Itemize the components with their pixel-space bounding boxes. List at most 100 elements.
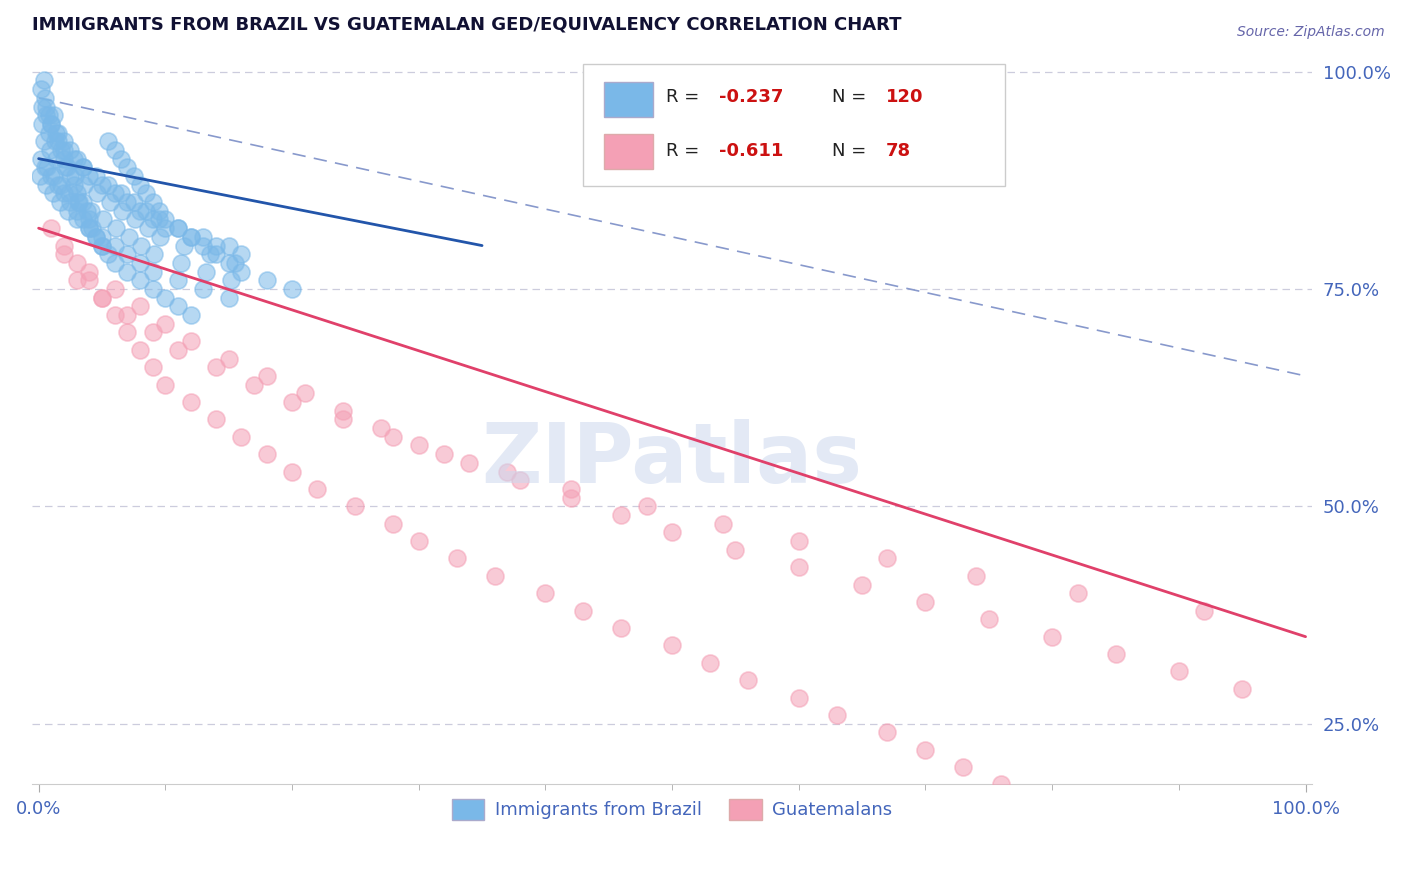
Point <box>281 282 304 296</box>
Text: ZIPatlas: ZIPatlas <box>482 419 863 500</box>
Point <box>66 186 89 201</box>
Point <box>79 265 101 279</box>
Point <box>52 238 75 252</box>
Text: N =: N = <box>832 143 872 161</box>
Point <box>66 203 89 218</box>
Point <box>167 300 190 314</box>
Point <box>129 203 152 218</box>
Point <box>91 291 114 305</box>
FancyBboxPatch shape <box>605 134 652 169</box>
Point <box>142 195 165 210</box>
Point <box>52 143 75 157</box>
Point <box>51 143 73 157</box>
Point <box>711 516 734 531</box>
Point <box>37 161 59 175</box>
Point <box>31 99 53 113</box>
Point <box>91 230 114 244</box>
Point <box>149 230 172 244</box>
Point <box>180 230 202 244</box>
Text: 120: 120 <box>886 88 924 106</box>
Point <box>104 221 127 235</box>
Point <box>218 238 240 252</box>
Point <box>572 604 595 618</box>
Point <box>97 247 120 261</box>
Point <box>129 343 152 357</box>
Point <box>243 377 266 392</box>
Point <box>169 256 191 270</box>
Point <box>41 186 63 201</box>
Point <box>122 195 145 210</box>
Point <box>661 525 683 540</box>
Point <box>560 491 582 505</box>
Point <box>135 186 157 201</box>
Point <box>218 351 240 366</box>
Point <box>66 152 89 166</box>
Point <box>256 368 278 383</box>
Point <box>39 221 62 235</box>
Point <box>851 577 873 591</box>
Point <box>218 256 240 270</box>
Text: -0.611: -0.611 <box>720 143 783 161</box>
Point <box>142 360 165 375</box>
Point <box>332 412 354 426</box>
Point <box>46 134 69 148</box>
Point <box>142 212 165 227</box>
Point <box>661 639 683 653</box>
Point <box>104 143 127 157</box>
Point <box>787 560 810 574</box>
Point <box>224 256 246 270</box>
Point <box>180 395 202 409</box>
Point <box>155 212 177 227</box>
Point <box>117 265 139 279</box>
Point <box>180 308 202 322</box>
Point <box>44 134 66 148</box>
Point <box>876 551 898 566</box>
Point <box>117 230 139 244</box>
Point <box>110 186 132 201</box>
Point <box>194 265 217 279</box>
Point <box>31 117 53 131</box>
Point <box>80 221 103 235</box>
Point <box>155 221 177 235</box>
Point <box>496 465 519 479</box>
Point <box>79 273 101 287</box>
Point <box>173 238 195 252</box>
Point <box>610 508 633 522</box>
Point <box>433 447 456 461</box>
Point <box>35 108 58 122</box>
Point <box>30 82 52 96</box>
Point <box>79 221 101 235</box>
Point <box>72 212 94 227</box>
Point <box>205 238 228 252</box>
Point <box>977 612 1000 626</box>
Point <box>117 247 139 261</box>
Point <box>76 203 98 218</box>
Point <box>117 161 139 175</box>
Point <box>332 403 354 417</box>
Point <box>39 117 62 131</box>
Point <box>56 203 79 218</box>
Point <box>91 291 114 305</box>
Point <box>256 273 278 287</box>
Point <box>124 212 146 227</box>
Point <box>59 195 82 210</box>
Point <box>104 186 127 201</box>
Point <box>155 317 177 331</box>
Point <box>91 178 114 192</box>
Point <box>180 334 202 348</box>
Point <box>97 178 120 192</box>
Point <box>787 534 810 549</box>
Point <box>787 690 810 705</box>
Point <box>914 595 936 609</box>
Point <box>167 221 190 235</box>
Point <box>59 143 82 157</box>
Point <box>34 161 56 175</box>
Point <box>307 482 329 496</box>
Point <box>914 742 936 756</box>
Point <box>205 412 228 426</box>
Point <box>67 195 90 210</box>
Point <box>636 500 658 514</box>
Text: 78: 78 <box>886 143 911 161</box>
Point <box>952 760 974 774</box>
Point <box>35 178 58 192</box>
